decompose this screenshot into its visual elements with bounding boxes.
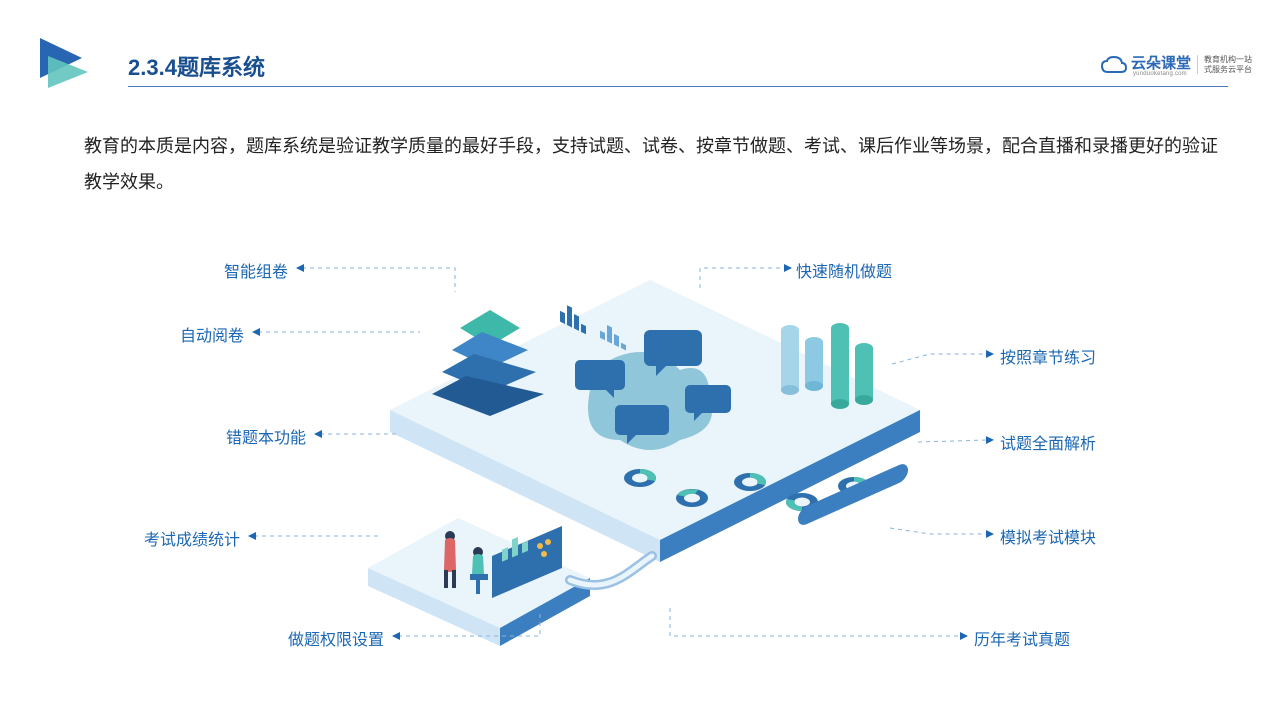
section-title: 2.3.4题库系统 [128, 50, 265, 82]
brand-domain: yunduoketang.com [1133, 71, 1191, 77]
feature-smart-compose: 智能组卷 [224, 258, 288, 282]
feature-wrong-notebook: 错题本功能 [226, 424, 306, 448]
connectors [0, 210, 1280, 720]
section-arrow-icon [40, 38, 94, 88]
feature-mock-exam: 模拟考试模块 [1000, 524, 1096, 548]
feature-full-analysis: 试题全面解析 [1000, 430, 1096, 454]
brand-tagline: 教育机构一站 式服务云平台 [1197, 55, 1252, 74]
cloud-icon [1101, 56, 1127, 74]
feature-past-papers: 历年考试真题 [974, 626, 1070, 650]
feature-score-stats: 考试成绩统计 [144, 526, 240, 550]
brand-logo: 云朵课堂 yunduoketang.com 教育机构一站 式服务云平台 [1101, 52, 1252, 77]
feature-diagram: 智能组卷 自动阅卷 错题本功能 考试成绩统计 做题权限设置 快速随机做题 按照章… [0, 210, 1280, 720]
section-description: 教育的本质是内容，题库系统是验证教学质量的最好手段，支持试题、试卷、按章节做题、… [84, 128, 1220, 200]
feature-chapter-practice: 按照章节练习 [1000, 344, 1096, 368]
brand-name: 云朵课堂 [1131, 52, 1191, 73]
feature-random-quiz: 快速随机做题 [796, 258, 892, 282]
feature-permission: 做题权限设置 [288, 626, 384, 650]
title-underline [128, 86, 1228, 87]
feature-auto-grading: 自动阅卷 [180, 322, 244, 346]
